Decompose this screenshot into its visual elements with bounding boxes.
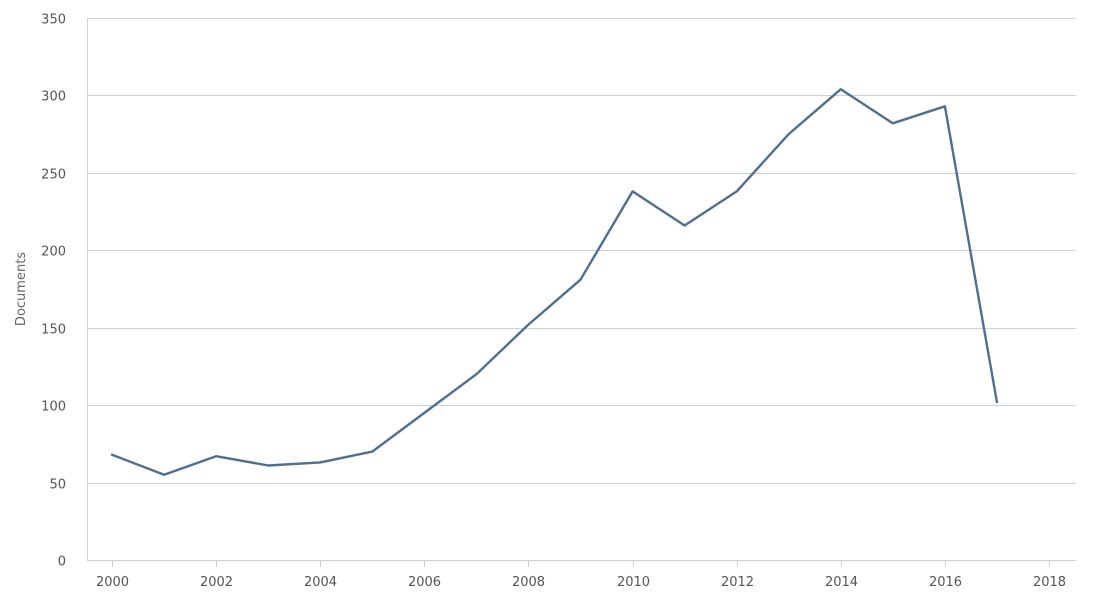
x-tick-label: 2002 bbox=[200, 575, 233, 590]
x-axis: 2000 2002 2004 2006 2008 2010 2012 2014 2016 2018 bbox=[87, 560, 1076, 590]
x-tick-label: 2014 bbox=[825, 575, 858, 590]
y-tick-label: 350 bbox=[41, 13, 66, 28]
y-tick-label: 50 bbox=[49, 478, 66, 493]
x-tick-label: 2004 bbox=[304, 575, 337, 590]
y-tick-label: 0 bbox=[58, 555, 66, 570]
x-tick-label: 2000 bbox=[96, 575, 129, 590]
y-tick-label: 150 bbox=[41, 323, 66, 338]
x-tick-label: 2012 bbox=[721, 575, 754, 590]
y-tick-label: 100 bbox=[41, 400, 66, 415]
x-tick-label: 2008 bbox=[512, 575, 545, 590]
y-gridlines bbox=[87, 18, 1076, 560]
x-tick-label: 2016 bbox=[929, 575, 962, 590]
x-tick-label: 2006 bbox=[408, 575, 441, 590]
x-tick-label: 2018 bbox=[1033, 575, 1066, 590]
y-tick-label: 300 bbox=[41, 90, 66, 105]
x-tick-label: 2010 bbox=[617, 575, 650, 590]
y-tick-label: 250 bbox=[41, 168, 66, 183]
series-group bbox=[110, 87, 999, 476]
series-line-documents bbox=[110, 87, 999, 476]
y-axis-title: Documents bbox=[14, 252, 29, 326]
y-axis-ticks: 0 50 100 150 200 250 300 350 bbox=[41, 13, 66, 570]
y-tick-label: 200 bbox=[41, 245, 66, 260]
